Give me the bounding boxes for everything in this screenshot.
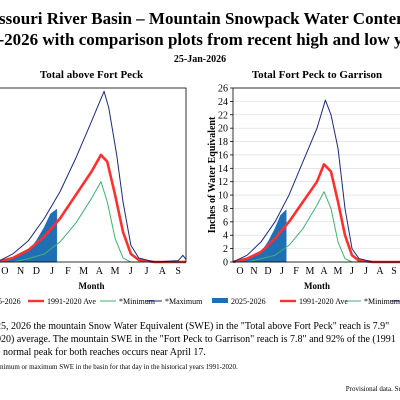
y-axis-label: Inches of Water Equivalent	[207, 116, 218, 233]
x-tick-label: D	[33, 266, 40, 277]
series-line	[0, 90, 187, 263]
legend-label: 2025-2026	[0, 297, 21, 306]
y-tick-label: 16	[218, 150, 228, 161]
chart-title: Total above Fort Peck	[40, 69, 144, 81]
y-tick-label: 6	[223, 217, 228, 228]
x-tick-label: M	[111, 266, 120, 277]
footnote: inimum or maximum SWE in the basin for t…	[0, 363, 238, 371]
plot-frame	[0, 87, 187, 263]
x-tick-label: F	[293, 266, 299, 277]
y-tick-label: 14	[218, 164, 228, 175]
y-tick-label: 24	[218, 97, 228, 108]
legend-swatch	[212, 298, 228, 303]
x-tick-label: A	[96, 266, 104, 277]
y-tick-label: 4	[223, 231, 228, 242]
source: Provisional data. Su	[346, 385, 400, 393]
x-tick-label: J	[350, 266, 354, 277]
note-line: 020) average. The mountain SWE in the "F…	[0, 334, 396, 345]
y-tick-label: 10	[218, 191, 228, 202]
x-tick-label: S	[175, 266, 181, 277]
title-line: 5-2026 with comparison plots from recent…	[0, 30, 400, 49]
x-tick-label: J	[280, 266, 284, 277]
title-line: issouri River Basin – Mountain Snowpack …	[0, 9, 400, 28]
x-tick-label: M	[334, 266, 343, 277]
x-tick-label: M	[79, 266, 88, 277]
x-tick-label: O	[1, 266, 8, 277]
y-tick-label: 8	[223, 204, 228, 215]
series-line	[232, 99, 400, 263]
legend-label: 1991-2020 Ave	[299, 297, 348, 306]
legend-label: 2025-2026	[231, 297, 266, 306]
x-tick-label: M	[306, 266, 315, 277]
y-tick-label: 20	[218, 124, 228, 135]
x-tick-label: D	[264, 266, 271, 277]
legend-label: *Maximum	[165, 297, 203, 306]
y-tick-label: 22	[218, 110, 228, 121]
area	[0, 208, 58, 263]
series-line	[0, 181, 186, 263]
x-axis-label: Month	[304, 281, 330, 291]
legend-label: 1991-2020 Ave	[47, 297, 96, 306]
chart-title: Total Fort Peck to Garrison	[252, 69, 382, 81]
x-tick-label: A	[159, 266, 167, 277]
x-tick-label: J	[50, 266, 54, 277]
note-line: e normal peak for both reaches occurs ne…	[0, 347, 206, 358]
x-axis-label: Month	[78, 281, 104, 291]
y-tick-label: 26	[218, 84, 228, 95]
y-tick-label: 18	[218, 137, 228, 148]
date: 25-Jan-2026	[174, 54, 226, 65]
x-tick-label: N	[250, 266, 257, 277]
x-tick-label: J	[145, 266, 149, 277]
series-line	[232, 162, 400, 264]
y-tick-label: 0	[223, 258, 228, 269]
x-tick-label: J	[129, 266, 133, 277]
legend-label: *Minimum	[119, 297, 156, 306]
legend-label: *Minimum	[364, 297, 400, 306]
y-tick-label: 12	[218, 177, 228, 188]
x-tick-label: A	[376, 266, 384, 277]
series-line	[233, 191, 400, 263]
x-tick-label: J	[364, 266, 368, 277]
x-tick-label: S	[391, 266, 397, 277]
y-tick-label: 2	[223, 244, 228, 255]
series-line	[0, 153, 186, 264]
plot-frame	[232, 87, 400, 263]
x-tick-label: A	[320, 266, 328, 277]
x-tick-label: O	[236, 266, 243, 277]
note-line: 25, 2026 the mountain Snow Water Equival…	[0, 321, 389, 332]
x-tick-label: F	[65, 266, 71, 277]
x-tick-label: N	[17, 266, 24, 277]
